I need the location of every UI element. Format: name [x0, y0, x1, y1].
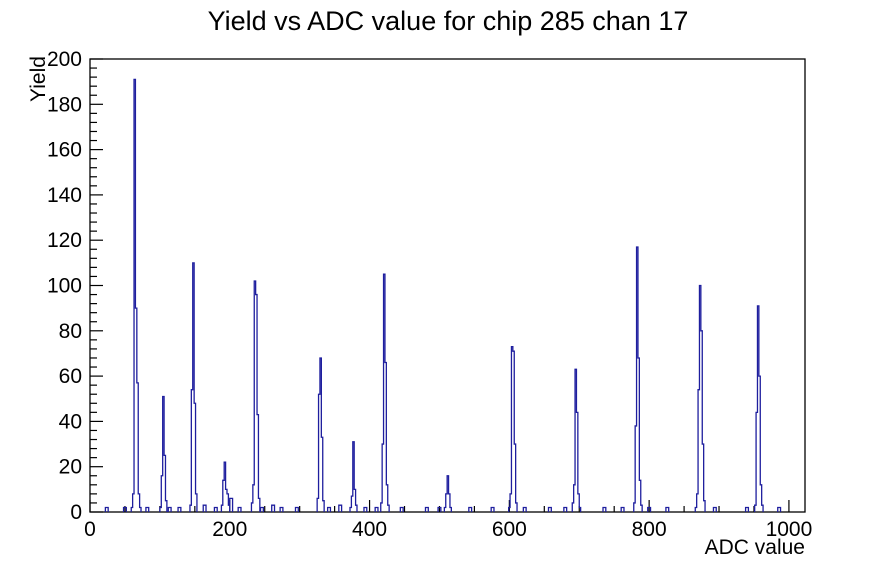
- y-axis: 0 20 40 60 80 100 120 140 160 180 200: [47, 48, 103, 524]
- y-tick-label: 180: [47, 93, 82, 116]
- y-tick-label: 60: [59, 365, 82, 388]
- y-tick-label: 20: [59, 456, 82, 479]
- x-tick-label: 1000: [766, 518, 813, 541]
- y-tick-label: 80: [59, 320, 82, 343]
- histogram-line: [104, 78, 782, 512]
- y-tick-label: 160: [47, 139, 82, 162]
- x-axis-title: ADC value: [704, 536, 805, 559]
- y-tick-label: 40: [59, 410, 82, 433]
- x-tick-label: 400: [352, 518, 387, 541]
- y-tick-label: 120: [47, 229, 82, 252]
- y-tick-label: 200: [47, 48, 82, 71]
- chart-title: Yield vs ADC value for chip 285 chan 17: [207, 6, 689, 36]
- y-tick-label: 100: [47, 275, 82, 298]
- y-axis-title: Yield: [27, 56, 50, 102]
- y-tick-label: 0: [70, 501, 82, 524]
- y-tick-label: 140: [47, 184, 82, 207]
- x-tick-label: 800: [632, 518, 667, 541]
- x-tick-label: 200: [212, 518, 247, 541]
- x-axis: 0 200 400 600 800 1000: [84, 500, 812, 541]
- x-tick-label: 0: [84, 518, 96, 541]
- x-tick-label: 600: [492, 518, 527, 541]
